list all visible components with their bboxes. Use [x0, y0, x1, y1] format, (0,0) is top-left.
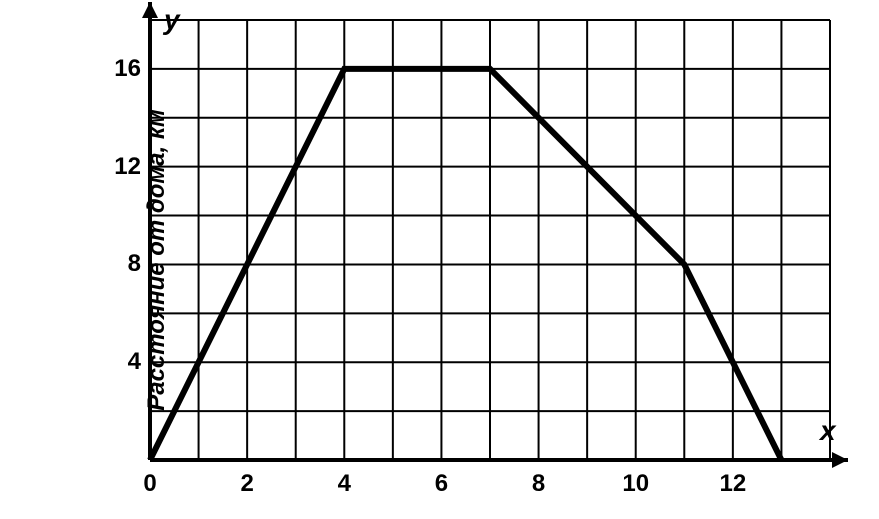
- x-tick-label: 4: [324, 470, 364, 498]
- y-tick-label: 12: [95, 153, 141, 181]
- x-tick-label: 8: [519, 470, 559, 498]
- x-tick-label: 2: [227, 470, 267, 498]
- chart-container: Расстояние от дома, км y x 481216 024681…: [0, 0, 879, 519]
- y-tick-label: 16: [95, 55, 141, 83]
- y-tick-label: 8: [95, 250, 141, 278]
- x-tick-label: 6: [421, 470, 461, 498]
- x-tick-label: 12: [713, 470, 753, 498]
- x-tick-label: 10: [616, 470, 656, 498]
- y-tick-label: 4: [95, 348, 141, 376]
- x-tick-label: 0: [130, 470, 170, 498]
